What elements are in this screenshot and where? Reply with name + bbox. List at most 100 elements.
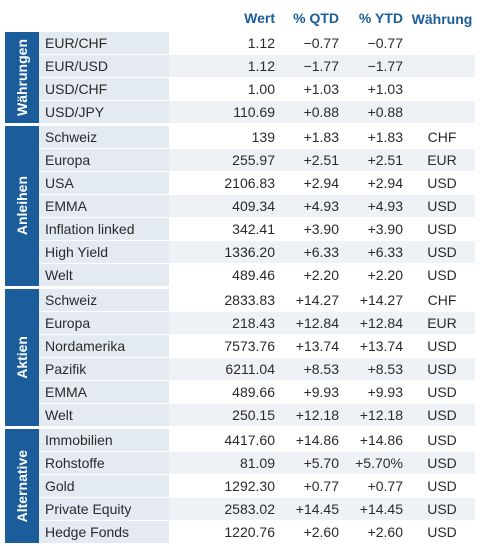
waehrung-cell: USD — [409, 475, 475, 498]
waehrung-cell: EUR — [409, 312, 475, 335]
qtd-cell: +2.51 — [281, 149, 345, 172]
ytd-cell: +2.51 — [345, 149, 409, 172]
wert-cell: 255.97 — [169, 149, 281, 172]
waehrung-column-header: Währung — [411, 11, 473, 27]
table-row: USA 2106.83 +2.94 +2.94 USD — [5, 172, 475, 195]
ytd-cell: +3.90 — [345, 218, 409, 241]
waehrung-cell: CHF — [409, 126, 475, 149]
table-row: USD/CHF 1.00 +1.03 +1.03 — [5, 78, 475, 101]
name-cell: Europa — [39, 149, 169, 172]
wert-cell: 1.00 — [169, 78, 281, 101]
table-row: Nordamerika 7573.76 +13.74 +13.74 USD — [5, 335, 475, 358]
ytd-cell: +0.77 — [345, 475, 409, 498]
wert-column-header: Wert — [244, 10, 275, 26]
group-label: Währungen — [14, 39, 30, 116]
ytd-cell: +9.93 — [345, 381, 409, 404]
ytd-cell: +1.03 — [345, 78, 409, 101]
ytd-cell: +13.74 — [345, 335, 409, 358]
wert-cell: 81.09 — [169, 452, 281, 475]
wert-cell: 1336.20 — [169, 241, 281, 264]
ytd-cell: +12.84 — [345, 312, 409, 335]
waehrung-cell: USD — [409, 241, 475, 264]
table-row: Hedge Fonds 1220.76 +2.60 +2.60 USD — [5, 521, 475, 546]
qtd-cell: +14.45 — [281, 498, 345, 521]
name-cell: Hedge Fonds — [39, 521, 169, 546]
table-row: EMMA 409.34 +4.93 +4.93 USD — [5, 195, 475, 218]
name-cell: Welt — [39, 264, 169, 289]
name-cell: USD/JPY — [39, 101, 169, 126]
wert-cell: 342.41 — [169, 218, 281, 241]
wert-cell: 2583.02 — [169, 498, 281, 521]
group-label-cell: Währungen — [5, 32, 39, 126]
waehrung-cell — [409, 55, 475, 78]
table-row: USD/JPY 110.69 +0.88 +0.88 — [5, 101, 475, 126]
waehrung-cell — [409, 101, 475, 126]
group-label: Anleihen — [14, 176, 30, 236]
ytd-column-header: % YTD — [358, 10, 403, 26]
waehrung-cell — [409, 32, 475, 55]
qtd-cell: +13.74 — [281, 335, 345, 358]
name-cell: USA — [39, 172, 169, 195]
ytd-cell: +12.18 — [345, 404, 409, 429]
wert-cell: 1.12 — [169, 32, 281, 55]
table-row: EUR/USD 1.12 −1.77 −1.77 — [5, 55, 475, 78]
table-row: Aktien Schweiz 2833.83 +14.27 +14.27 CHF — [5, 289, 475, 429]
qtd-cell: +2.60 — [281, 521, 345, 546]
waehrung-cell: USD — [409, 404, 475, 429]
table-row: EMMA 489.66 +9.93 +9.93 USD — [5, 381, 475, 404]
waehrung-cell: CHF — [409, 289, 475, 312]
name-cell: Schweiz — [39, 126, 169, 149]
table-row: Europa 218.43 +12.84 +12.84 EUR — [5, 312, 475, 335]
table-row: Rohstoffe 81.09 +5.70 +5.70% USD — [5, 452, 475, 475]
qtd-cell: +14.86 — [281, 429, 345, 452]
wert-cell: 2833.83 — [169, 289, 281, 312]
waehrung-cell: USD — [409, 195, 475, 218]
wert-cell: 250.15 — [169, 404, 281, 429]
wert-cell: 489.66 — [169, 381, 281, 404]
qtd-cell: +4.93 — [281, 195, 345, 218]
qtd-cell: +6.33 — [281, 241, 345, 264]
group-label-cell: Aktien — [5, 289, 39, 429]
waehrung-cell: EUR — [409, 149, 475, 172]
group-column-header — [5, 6, 39, 32]
name-cell: Private Equity — [39, 498, 169, 521]
table-row: Welt 489.46 +2.20 +2.20 USD — [5, 264, 475, 289]
waehrung-cell: USD — [409, 452, 475, 475]
ytd-cell: −1.77 — [345, 55, 409, 78]
waehrung-cell: USD — [409, 521, 475, 546]
name-cell: USD/CHF — [39, 78, 169, 101]
waehrung-cell: USD — [409, 218, 475, 241]
qtd-cell: −1.77 — [281, 55, 345, 78]
wert-cell: 7573.76 — [169, 335, 281, 358]
ytd-cell: +1.83 — [345, 126, 409, 149]
wert-cell: 4417.60 — [169, 429, 281, 452]
qtd-cell: +12.18 — [281, 404, 345, 429]
ytd-cell: +14.86 — [345, 429, 409, 452]
waehrung-cell: USD — [409, 335, 475, 358]
table-row: Europa 255.97 +2.51 +2.51 EUR — [5, 149, 475, 172]
name-column-header — [39, 6, 169, 32]
name-cell: EUR/CHF — [39, 32, 169, 55]
table-row: Inflation linked 342.41 +3.90 +3.90 USD — [5, 218, 475, 241]
waehrung-cell: USD — [409, 264, 475, 289]
group-label: Alternative — [14, 449, 30, 523]
table-row: Gold 1292.30 +0.77 +0.77 USD — [5, 475, 475, 498]
name-cell: Welt — [39, 404, 169, 429]
waehrung-cell: USD — [409, 429, 475, 452]
name-cell: EMMA — [39, 195, 169, 218]
name-cell: Nordamerika — [39, 335, 169, 358]
ytd-cell: +14.45 — [345, 498, 409, 521]
group-label: Aktien — [14, 336, 30, 379]
ytd-cell: +14.27 — [345, 289, 409, 312]
qtd-cell: +3.90 — [281, 218, 345, 241]
qtd-cell: +2.94 — [281, 172, 345, 195]
name-cell: Pazifik — [39, 358, 169, 381]
name-cell: Schweiz — [39, 289, 169, 312]
qtd-cell: −0.77 — [281, 32, 345, 55]
qtd-cell: +0.77 — [281, 475, 345, 498]
waehrung-cell — [409, 78, 475, 101]
wert-cell: 139 — [169, 126, 281, 149]
name-cell: EUR/USD — [39, 55, 169, 78]
name-cell: Immobilien — [39, 429, 169, 452]
name-cell: EMMA — [39, 381, 169, 404]
